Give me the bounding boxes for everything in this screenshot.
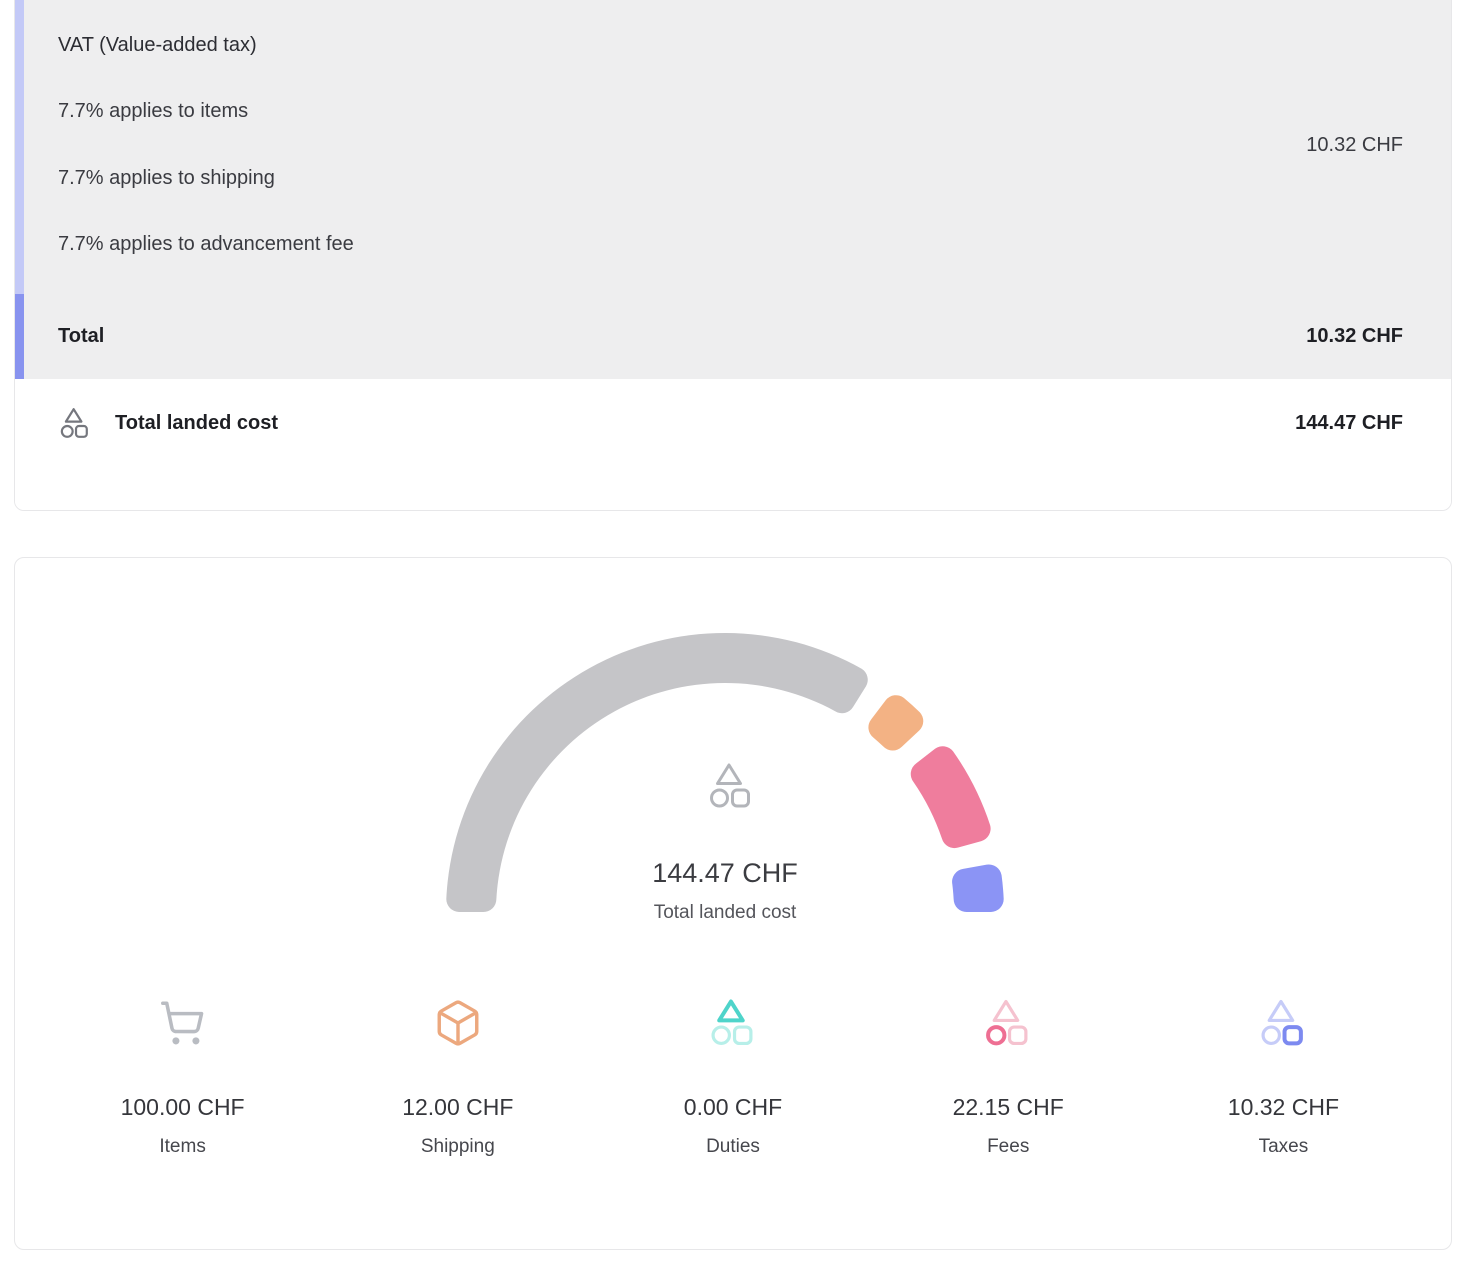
gauge-segment-items (446, 632, 868, 913)
total-landed-cost-row: Total landed cost 144.47 CHF (15, 379, 1451, 510)
landed-cost-center-icon (710, 763, 750, 808)
gauge-segment-fees (910, 746, 991, 849)
vat-amount: 10.32 CHF (1306, 134, 1403, 156)
trio-circle-shape (1261, 1025, 1282, 1046)
legend-item-shipping: 12.00 CHF Shipping (320, 998, 595, 1158)
legend-label: Duties (706, 1136, 760, 1157)
total-landed-cost-amount: 144.47 CHF (1295, 412, 1403, 434)
trio-circle-icon (986, 999, 1028, 1046)
trio-square-shape (74, 424, 88, 438)
legend-value: 12.00 CHF (402, 1094, 514, 1120)
trio-circle-shape (986, 1025, 1007, 1046)
trio-circle-shape (710, 788, 729, 808)
trio-square-shape (731, 788, 750, 808)
trio-triangle-shape (992, 999, 1020, 1023)
landed-cost-gauge (446, 632, 1004, 913)
trio-square-icon (1261, 999, 1304, 1046)
legend-label: Shipping (420, 1136, 495, 1157)
vat-line-advancement: 7.7% applies to advancement fee (58, 233, 354, 255)
legend-item-items: 100.00 CHF Items (45, 998, 320, 1158)
legend-item-fees: 22.15 CHF Fees (871, 998, 1146, 1158)
legend-item-taxes: 10.32 CHF Taxes (1146, 998, 1421, 1158)
gauge-segment-taxes (952, 864, 1004, 913)
legend-value: 100.00 CHF (120, 1094, 245, 1120)
cart-body (160, 1001, 203, 1034)
cart-icon (160, 1001, 203, 1045)
cost-summary-card: 144.47 CHF Total landed cost 100.00 CHF I… (14, 557, 1452, 1250)
legend-label: Fees (987, 1136, 1030, 1157)
gauge-subtitle: Total landed cost (653, 902, 797, 923)
package-icon (437, 1000, 479, 1046)
vat-title: VAT (Value-added tax) (58, 34, 257, 56)
legend-value: 10.32 CHF (1227, 1094, 1340, 1120)
trio-circle-shape (711, 1025, 732, 1046)
package-outline (437, 1000, 479, 1046)
legend-label: Taxes (1258, 1136, 1309, 1157)
landed-cost-icon (60, 408, 88, 438)
trio-triangle-icon (711, 999, 753, 1046)
cart-wheel (191, 1037, 200, 1045)
trio-square-shape (1282, 1025, 1304, 1046)
legend-label: Items (159, 1136, 206, 1157)
taxes-accent-bar-dark (15, 294, 24, 379)
taxes-total-amount: 10.32 CHF (1306, 325, 1403, 347)
legend-value: 0.00 CHF (683, 1094, 783, 1120)
trio-triangle-shape (716, 763, 742, 785)
gauge-total-value: 144.47 CHF (652, 858, 798, 888)
trio-circle-shape (60, 424, 74, 438)
taxes-accent-bar-light (15, 0, 24, 294)
trio-triangle-shape (64, 408, 83, 423)
quote-breakdown-card: VAT (Value-added tax) 7.7% applies to it… (14, 0, 1452, 511)
gauge-segment-shipping (868, 695, 924, 751)
taxes-total-label: Total (58, 325, 105, 347)
vat-line-shipping: 7.7% applies to shipping (58, 167, 275, 189)
taxes-detail-section: VAT (Value-added tax) 7.7% applies to it… (15, 0, 1451, 379)
total-landed-cost-label: Total landed cost (115, 412, 278, 434)
vat-line-items: 7.7% applies to items (58, 100, 249, 122)
trio-square-shape (1008, 1025, 1028, 1046)
legend-value: 22.15 CHF (952, 1094, 1064, 1120)
legend-item-duties: 0.00 CHF Duties (595, 998, 870, 1158)
trio-triangle-shape (1268, 999, 1295, 1023)
cost-legend: 100.00 CHF Items 12.00 CHF Shipping 0.00 CHF… (45, 998, 1421, 1158)
cart-wheel (171, 1037, 180, 1045)
trio-square-shape (732, 1025, 753, 1046)
trio-triangle-shape (717, 999, 745, 1023)
